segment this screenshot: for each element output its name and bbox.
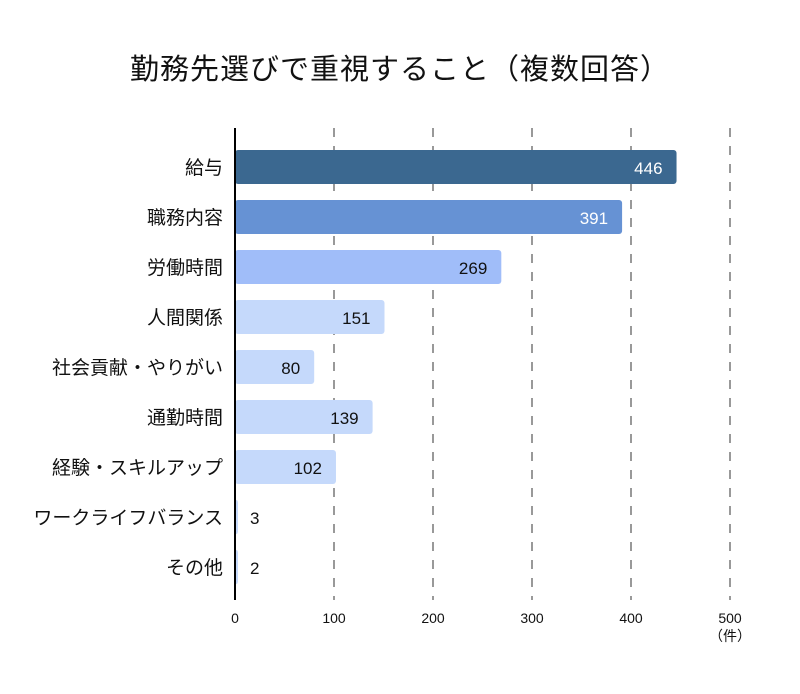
data-label: 2: [250, 559, 259, 578]
x-tick-label: 200: [421, 610, 445, 626]
x-tick-label: 400: [619, 610, 643, 626]
bar: [235, 200, 623, 234]
category-label: 通勤時間: [147, 407, 223, 429]
x-axis-unit-label: （件）: [709, 629, 751, 645]
data-label: 139: [330, 409, 358, 428]
x-tick-label: 100: [322, 610, 346, 626]
bar: [235, 400, 373, 434]
category-label: 経験・スキルアップ: [52, 457, 223, 479]
x-tick-label: 500: [718, 610, 742, 626]
data-label: 446: [634, 159, 662, 178]
category-label: その他: [166, 557, 223, 579]
bar: [235, 350, 315, 384]
bar: [235, 450, 336, 484]
data-label: 3: [250, 509, 259, 528]
data-label: 391: [580, 209, 608, 228]
chart-title: 勤務先選びで重視すること（複数回答）: [129, 52, 670, 86]
category-label: 給与: [185, 157, 223, 179]
category-label: 労働時間: [147, 257, 223, 279]
data-label: 102: [294, 459, 322, 478]
data-label: 151: [342, 309, 370, 328]
x-tick-label: 0: [231, 610, 239, 626]
x-tick-label: 300: [520, 610, 544, 626]
category-label: 人間関係: [147, 307, 223, 329]
bar: [235, 300, 385, 334]
data-label: 80: [281, 359, 300, 378]
category-label: ワークライフバランス: [33, 507, 223, 529]
category-label: 職務内容: [147, 207, 223, 229]
bar: [235, 250, 502, 284]
category-label: 社会貢献・やりがい: [52, 357, 223, 379]
bar: [235, 150, 677, 184]
data-label: 269: [459, 259, 487, 278]
